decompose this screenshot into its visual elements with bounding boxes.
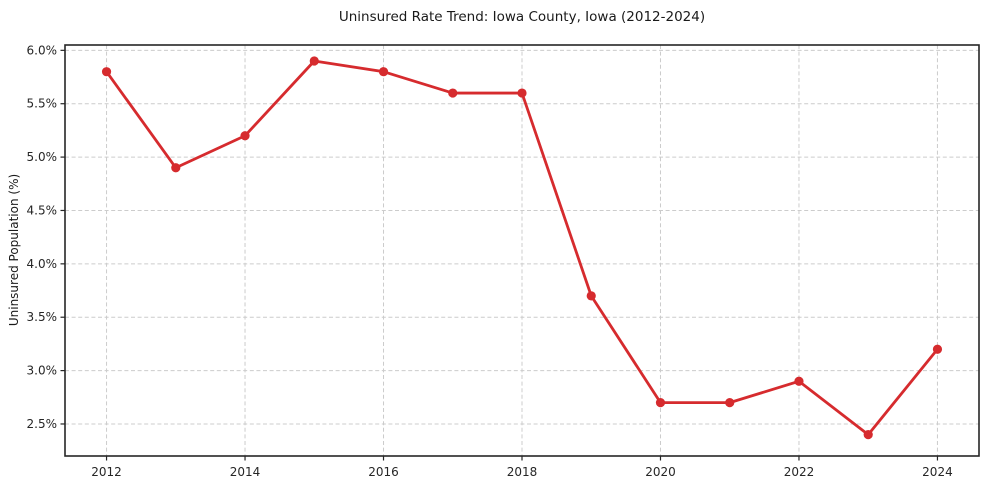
data-point	[863, 430, 873, 440]
y-tick-label: 4.0%	[27, 257, 58, 271]
x-tick-label: 2012	[91, 465, 122, 479]
y-tick-label: 2.5%	[27, 417, 58, 431]
y-tick-label: 5.0%	[27, 150, 58, 164]
data-point	[794, 376, 804, 386]
y-tick-label: 5.5%	[27, 97, 58, 111]
data-point	[101, 67, 112, 77]
data-point	[448, 88, 458, 98]
data-point	[240, 131, 250, 141]
chart-title: Uninsured Rate Trend: Iowa County, Iowa …	[338, 9, 706, 25]
x-tick-label: 2024	[922, 465, 953, 479]
x-tick-label: 2022	[784, 465, 815, 479]
x-tick-label: 2014	[230, 465, 261, 479]
data-point	[655, 398, 666, 408]
x-tick-label: 2016	[368, 465, 399, 479]
x-tick-label: 2018	[507, 465, 538, 479]
data-point	[517, 88, 527, 98]
axes-box	[64, 44, 980, 457]
y-tick-label: 4.5%	[27, 203, 58, 217]
y-tick-label: 3.5%	[27, 310, 58, 324]
data-point	[725, 398, 735, 408]
data-point	[171, 163, 181, 173]
x-tick-label: 2020	[645, 465, 676, 479]
y-tick-label: 6.0%	[27, 43, 58, 57]
data-point	[309, 56, 319, 66]
data-point	[378, 67, 389, 77]
data-point	[586, 291, 596, 301]
data-point	[932, 344, 943, 354]
y-tick-label: 3.0%	[27, 364, 58, 378]
